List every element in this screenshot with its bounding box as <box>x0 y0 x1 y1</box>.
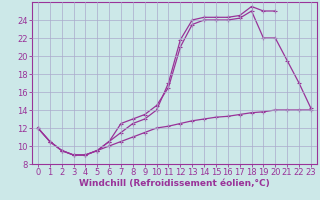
X-axis label: Windchill (Refroidissement éolien,°C): Windchill (Refroidissement éolien,°C) <box>79 179 270 188</box>
